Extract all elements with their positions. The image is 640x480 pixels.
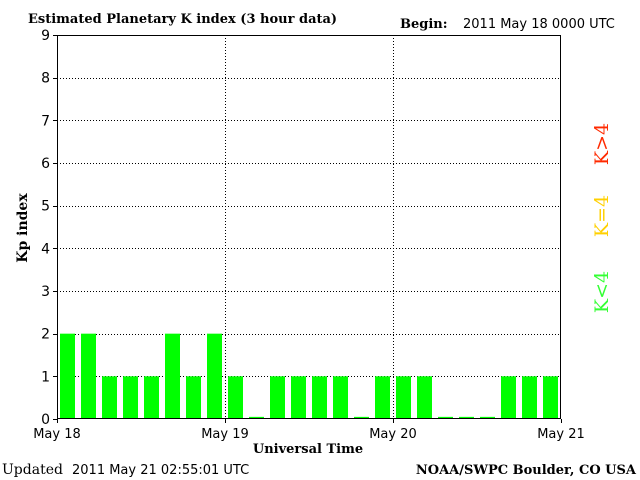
kp-bar <box>543 376 558 419</box>
y-axis-ticks: 0 1 2 3 4 5 6 7 8 9 <box>41 28 57 428</box>
kp-bar <box>249 416 264 419</box>
kp-bar <box>123 376 138 419</box>
kp-bar <box>165 333 180 419</box>
kp-bar <box>144 376 159 419</box>
kp-bar <box>459 416 474 419</box>
kp-bar <box>522 376 537 419</box>
updated-label: Updated <box>2 462 63 478</box>
kp-bar <box>501 376 516 419</box>
kp-bar <box>228 376 243 419</box>
y-tick-label: 4 <box>41 241 50 257</box>
y-axis-label: Kp index <box>15 193 31 263</box>
kp-bar <box>102 376 117 419</box>
x-tick-label: May 20 <box>369 427 417 442</box>
begin-label: Begin: <box>400 17 448 32</box>
kp-bar <box>291 376 306 419</box>
legend: K>4 K=4 K<4 <box>591 123 613 313</box>
begin-value: 2011 May 18 0000 UTC <box>463 17 615 32</box>
chart-title: Estimated Planetary K index (3 hour data… <box>28 12 337 27</box>
source-credit: NOAA/SWPC Boulder, CO USA <box>416 463 637 478</box>
y-tick-label: 2 <box>41 327 50 343</box>
kp-bar <box>417 376 432 419</box>
kp-bar <box>207 333 222 419</box>
y-tick-label: 8 <box>41 71 50 87</box>
x-axis-label: Universal Time <box>253 442 363 457</box>
x-axis-ticks: May 18 May 19 May 20 May 21 <box>33 419 585 442</box>
kp-bar <box>480 416 495 419</box>
y-tick-label: 3 <box>41 284 50 300</box>
kp-bar <box>81 333 96 419</box>
kp-bar <box>354 416 369 419</box>
kp-bar <box>375 376 390 419</box>
kp-bar <box>186 376 201 419</box>
kp-bar <box>270 376 285 419</box>
x-tick-label: May 21 <box>537 427 585 442</box>
updated-value: 2011 May 21 02:55:01 UTC <box>72 463 249 478</box>
bars <box>60 333 558 419</box>
y-tick-label: 6 <box>41 156 50 172</box>
y-tick-label: 0 <box>41 412 50 428</box>
kp-bar <box>333 376 348 419</box>
plot-frame <box>57 35 561 419</box>
y-tick-label: 1 <box>41 369 50 385</box>
legend-item-low: K<4 <box>591 271 613 313</box>
kp-bar <box>60 333 75 419</box>
x-tick-label: May 19 <box>201 427 249 442</box>
grid-lines <box>57 35 561 419</box>
legend-item-mid: K=4 <box>591 195 613 237</box>
kp-bar <box>312 376 327 419</box>
x-tick-label: May 18 <box>33 427 81 442</box>
kp-bar <box>438 416 453 419</box>
kp-bar <box>396 376 411 419</box>
legend-item-high: K>4 <box>591 123 613 165</box>
y-tick-label: 9 <box>41 28 50 44</box>
y-tick-label: 5 <box>41 199 50 215</box>
y-tick-label: 7 <box>41 113 50 129</box>
